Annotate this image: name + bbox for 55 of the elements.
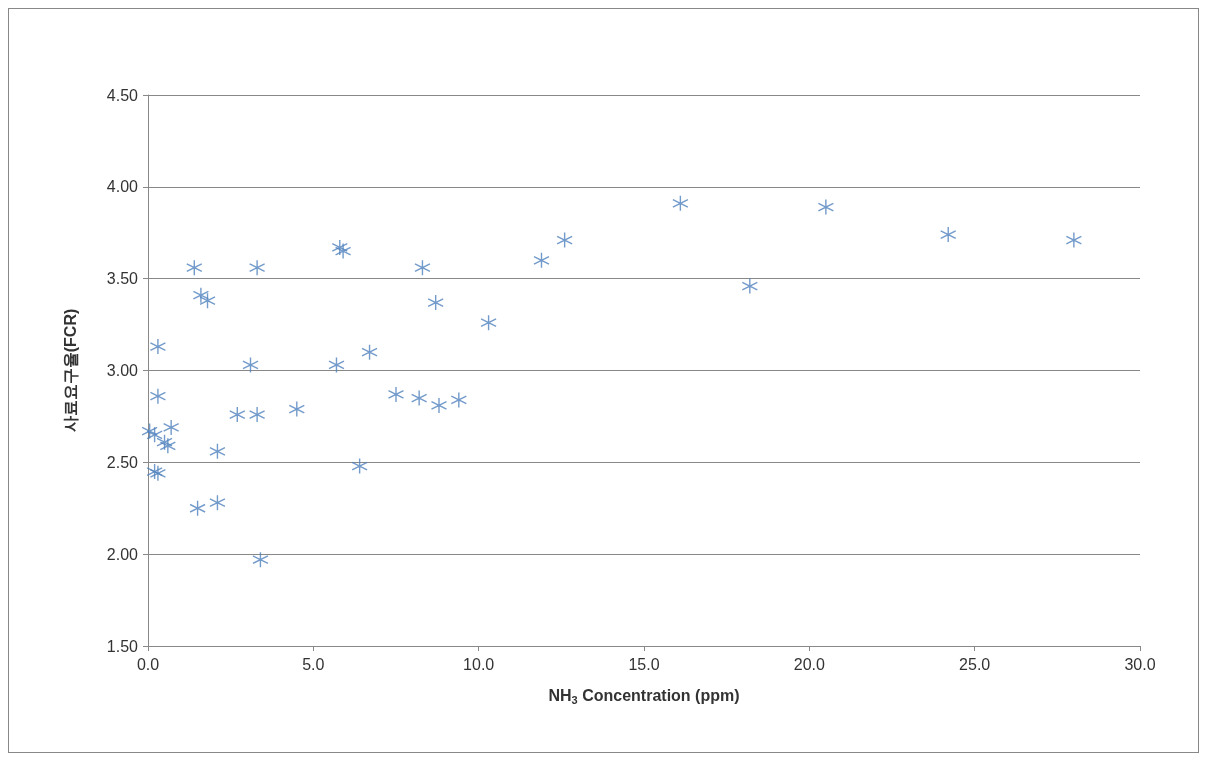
point — [480, 314, 497, 331]
y-tick-label: 1.50 — [106, 637, 139, 655]
y-tick-label: 3.50 — [106, 270, 139, 288]
y-tick-label: 2.00 — [106, 545, 139, 563]
point — [149, 388, 167, 405]
y-tick-label: 4.50 — [106, 86, 139, 104]
point — [252, 551, 269, 568]
point — [199, 292, 216, 309]
point — [817, 198, 835, 216]
y-tick-label: 2.50 — [106, 453, 139, 471]
point — [186, 259, 203, 276]
point — [331, 239, 348, 256]
point — [741, 277, 759, 295]
x-tick-label: 0.0 — [136, 655, 160, 673]
point — [146, 463, 163, 480]
point — [533, 252, 550, 269]
point — [410, 389, 428, 407]
y-axis-title: 사료요구율(FCR) — [61, 308, 79, 433]
y-tick-label: 3.00 — [106, 362, 139, 379]
point — [248, 406, 266, 423]
point — [192, 287, 210, 304]
point — [149, 338, 167, 355]
point — [450, 391, 468, 409]
point — [159, 437, 177, 454]
point — [141, 422, 158, 440]
x-tick-label: 10.0 — [463, 655, 495, 673]
x-tick-label: 20.0 — [793, 655, 826, 673]
y-tick-label: 4.00 — [106, 178, 139, 196]
point — [334, 242, 352, 260]
point — [156, 433, 173, 451]
point — [162, 419, 180, 436]
x-tick-label: 25.0 — [959, 655, 991, 673]
point — [414, 259, 431, 276]
x-tick-label: 30.0 — [1124, 655, 1156, 673]
point — [427, 294, 444, 311]
point — [242, 356, 259, 374]
x-tick-label: 15.0 — [628, 655, 660, 673]
point — [351, 457, 368, 475]
point — [149, 465, 167, 482]
point — [556, 231, 573, 249]
point — [189, 500, 206, 517]
point — [940, 226, 957, 243]
point — [361, 343, 378, 361]
point — [229, 406, 246, 423]
point — [672, 195, 689, 212]
point — [209, 494, 226, 511]
point — [387, 386, 405, 403]
point — [248, 259, 266, 276]
point — [146, 426, 163, 443]
x-tick-label: 5.0 — [302, 655, 325, 673]
point — [209, 443, 226, 460]
point — [328, 356, 345, 374]
point — [1065, 231, 1083, 249]
point — [288, 400, 305, 418]
point — [430, 397, 448, 414]
